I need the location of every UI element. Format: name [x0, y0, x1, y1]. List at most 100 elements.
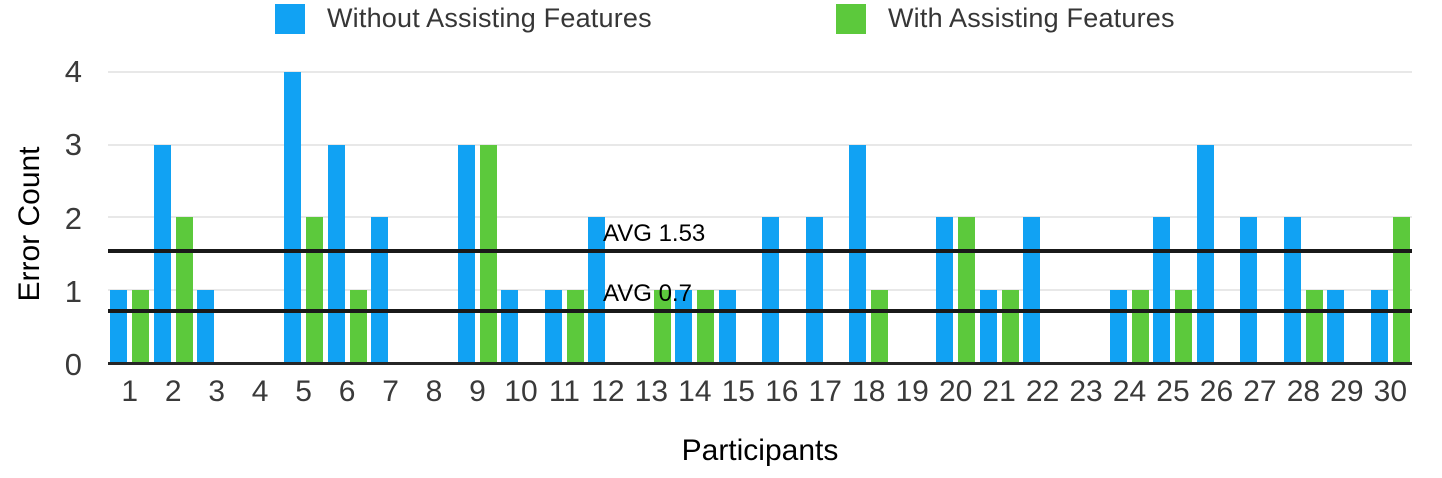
- bar-group-14: 14: [673, 72, 716, 408]
- bar-group-8: 8: [412, 72, 455, 408]
- bar-without-p5: [284, 72, 302, 362]
- avg-label-1: AVG 0.7: [603, 280, 692, 308]
- gridline-y3: [108, 143, 1412, 146]
- bar-without-p29: [1327, 289, 1345, 362]
- bar-group-15: 15: [717, 72, 760, 408]
- bar-without-p3: [197, 289, 215, 362]
- bar-group-13: 13: [630, 72, 673, 408]
- legend-swatch-with-icon: [836, 3, 866, 34]
- bar-group-19: 19: [890, 72, 933, 408]
- x-axis-title: Participants: [681, 434, 839, 467]
- bar-with-p20: [958, 217, 976, 362]
- x-tick-label-10: 10: [504, 375, 538, 408]
- bar-group-20: 20: [934, 72, 977, 408]
- bar-without-p11: [544, 289, 562, 362]
- bar-without-p16: [762, 217, 780, 362]
- bar-without-p15: [718, 289, 736, 362]
- bar-without-p9: [457, 144, 475, 362]
- bar-group-5: 5: [282, 72, 325, 408]
- bar-without-p20: [936, 217, 954, 362]
- x-tick-label-6: 6: [338, 375, 356, 408]
- bar-without-p18: [849, 144, 867, 362]
- x-tick-label-12: 12: [591, 375, 625, 408]
- x-tick-label-4: 4: [251, 375, 269, 408]
- x-tick-label-22: 22: [1025, 375, 1060, 408]
- bar-with-p28: [1305, 289, 1323, 362]
- bar-with-p14: [697, 289, 715, 362]
- bar-without-p7: [371, 217, 389, 362]
- bar-with-p1: [132, 289, 150, 362]
- x-tick-label-13: 13: [634, 375, 669, 408]
- bar-with-p11: [566, 289, 584, 362]
- bar-group-21: 21: [977, 72, 1020, 408]
- bar-group-26: 26: [1195, 72, 1238, 408]
- bar-without-p28: [1283, 217, 1301, 362]
- x-tick-label-29: 29: [1330, 375, 1364, 408]
- bar-with-p5: [306, 217, 324, 362]
- bar-without-p26: [1196, 144, 1214, 362]
- bar-with-p6: [349, 289, 367, 362]
- legend-label-with: With Assisting Features: [888, 3, 1175, 33]
- bar-group-16: 16: [760, 72, 803, 408]
- bar-without-p14: [675, 289, 693, 362]
- bar-group-23: 23: [1064, 72, 1107, 408]
- y-tick-label-1: 1: [64, 273, 82, 309]
- bar-group-25: 25: [1151, 72, 1194, 408]
- x-tick-label-15: 15: [721, 375, 755, 408]
- bar-groups: 1 2 3 4 5 6 7 8 9 10 11 12 13 14 15 16 17 18 19 20 21 22 23 24 2…: [108, 72, 1412, 408]
- y-tick-label-2: 2: [64, 200, 82, 236]
- bar-with-p30: [1392, 217, 1410, 362]
- bar-group-7: 7: [369, 72, 412, 408]
- bar-without-p27: [1240, 217, 1258, 362]
- legend-item-with: With Assisting Features: [836, 3, 1175, 34]
- x-tick-label-20: 20: [938, 375, 973, 408]
- bar-without-p10: [501, 289, 519, 362]
- bar-group-2: 2: [151, 72, 194, 408]
- x-tick-label-17: 17: [808, 375, 842, 408]
- bar-without-p17: [805, 217, 823, 362]
- gridline-y1: [108, 288, 1412, 291]
- bar-with-p21: [1001, 289, 1019, 362]
- x-tick-label-16: 16: [765, 375, 799, 408]
- bar-group-1: 1: [108, 72, 151, 408]
- plot-area: 1 2 3 4 5 6 7 8 9 10 11 12 13 14 15 16 17 18 19 20 21 22 23 24 2…: [108, 71, 1412, 408]
- x-tick-label-14: 14: [678, 375, 712, 408]
- legend-label-without: Without Assisting Features: [327, 3, 652, 33]
- bar-group-24: 24: [1108, 72, 1151, 408]
- x-tick-label-5: 5: [295, 375, 312, 408]
- bar-with-p13: [653, 289, 671, 362]
- legend-item-without: Without Assisting Features: [275, 3, 652, 34]
- x-tick-label-8: 8: [425, 375, 443, 408]
- x-tick-label-30: 30: [1373, 375, 1408, 408]
- avg-label-0: AVG 1.53: [603, 220, 706, 248]
- x-tick-label-1: 1: [121, 375, 139, 408]
- bar-group-4: 4: [238, 72, 281, 408]
- bar-without-p1: [110, 289, 128, 362]
- x-tick-label-27: 27: [1243, 375, 1277, 408]
- bar-without-p25: [1153, 217, 1171, 362]
- y-tick-label-3: 3: [64, 127, 82, 163]
- x-tick-label-18: 18: [852, 375, 886, 408]
- x-tick-label-3: 3: [208, 375, 226, 408]
- x-tick-label-26: 26: [1199, 375, 1234, 408]
- avg-line-1: [108, 309, 1412, 314]
- y-axis-ticks: 0 1 2 3 4: [20, 54, 82, 382]
- x-tick-label-25: 25: [1156, 375, 1190, 408]
- bar-group-27: 27: [1238, 72, 1281, 408]
- x-tick-label-28: 28: [1286, 375, 1321, 408]
- bar-group-22: 22: [1021, 72, 1064, 408]
- bar-without-p6: [327, 144, 345, 362]
- x-tick-label-9: 9: [469, 375, 486, 408]
- x-tick-label-7: 7: [382, 375, 399, 408]
- x-tick-label-21: 21: [982, 375, 1016, 408]
- bar-without-p24: [1110, 289, 1128, 362]
- bar-without-p12: [588, 217, 606, 362]
- bar-without-p21: [979, 289, 997, 362]
- bar-group-9: 9: [456, 72, 499, 408]
- y-tick-label-4: 4: [64, 54, 82, 89]
- avg-line-0: [108, 249, 1412, 254]
- bar-with-p24: [1132, 289, 1150, 362]
- gridline-y4: [108, 71, 1412, 73]
- bar-with-p25: [1175, 289, 1193, 362]
